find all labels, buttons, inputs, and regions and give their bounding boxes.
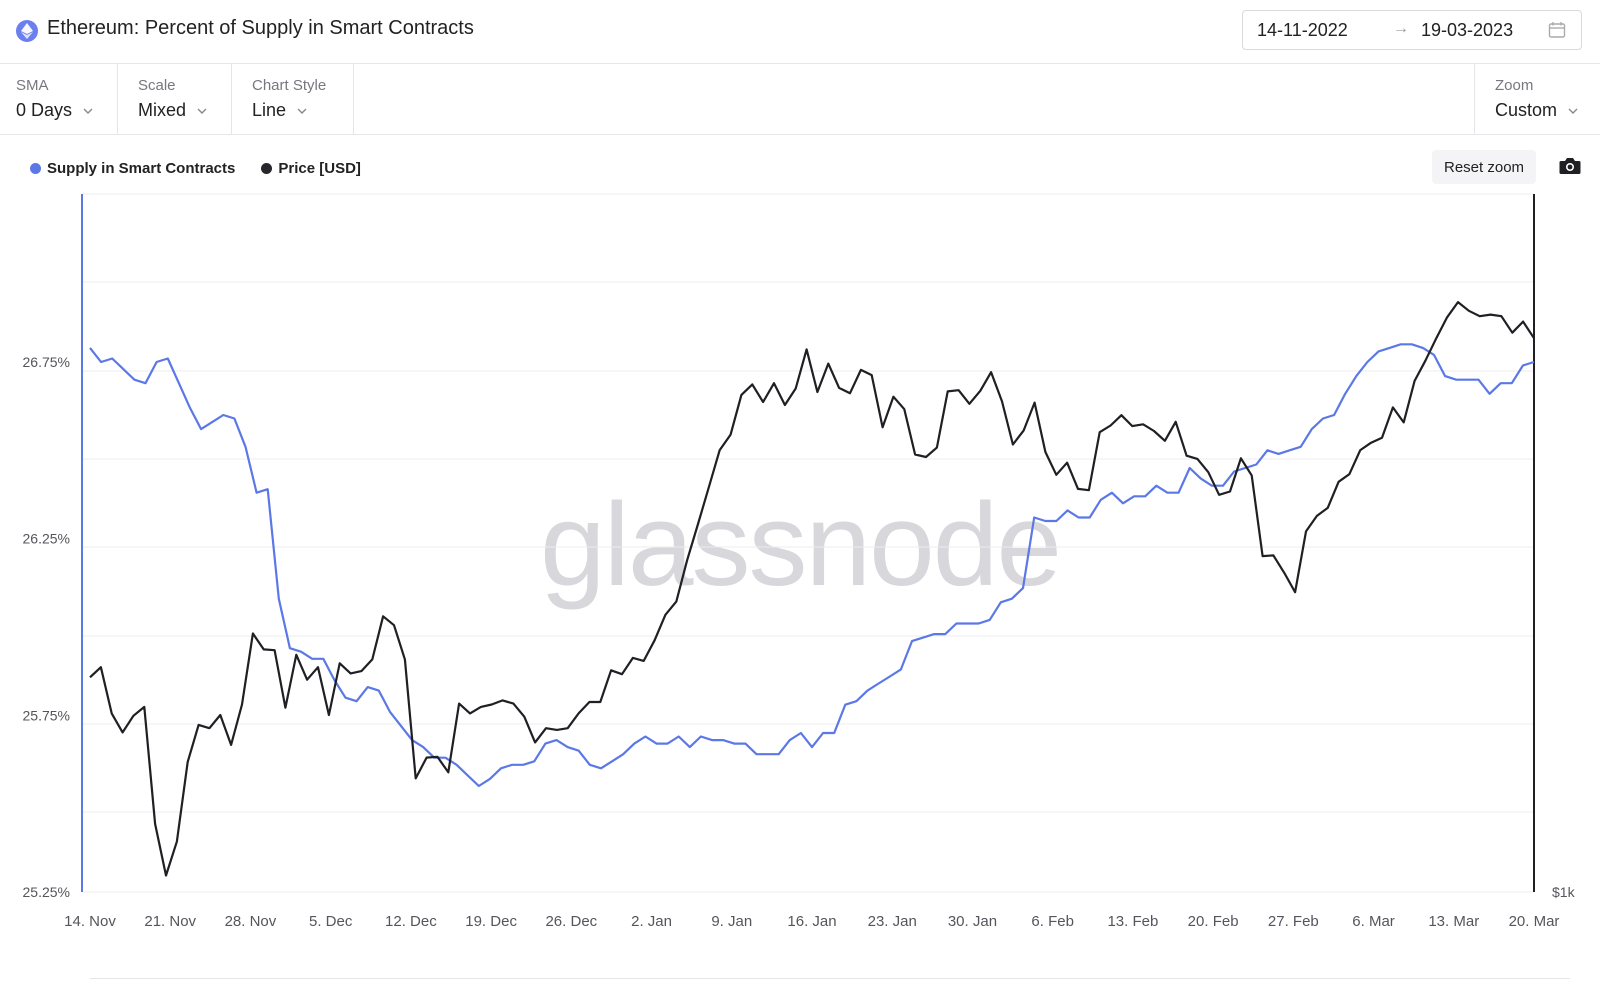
y-tick-label: 26.75%: [23, 354, 70, 370]
sma-label: SMA: [16, 77, 49, 94]
x-tick-label: 20. Mar: [1509, 913, 1560, 930]
sma-value: 0 Days: [16, 100, 73, 120]
x-tick-label: 19. Dec: [465, 913, 517, 930]
x-tick-label: 13. Feb: [1107, 913, 1158, 930]
series-line-price[interactable]: [89, 301, 1535, 877]
x-tick-label: 30. Jan: [948, 913, 997, 930]
x-tick-label: 28. Nov: [225, 913, 277, 930]
date-to-input[interactable]: 19-03-2023: [1421, 20, 1514, 40]
legend-dot-price: [261, 163, 273, 174]
x-axis: 14. Nov 21. Nov 28. Nov 5. Dec 12. Dec 19. De…: [64, 913, 1559, 930]
series-line-supply[interactable]: [89, 343, 1535, 788]
zoom-value: Custom: [1495, 100, 1558, 120]
x-tick-label: 9. Jan: [711, 913, 752, 930]
scale-value: Mixed: [138, 100, 187, 120]
watermark: glassnode: [540, 479, 1060, 611]
x-tick-label: 20. Feb: [1188, 913, 1239, 930]
date-range-picker[interactable]: 14-11-2022 → 19-03-2023: [1242, 10, 1582, 50]
navigator-strip[interactable]: [90, 978, 1570, 987]
chevron-down-icon: [83, 108, 93, 114]
x-tick-label: 27. Feb: [1268, 913, 1319, 930]
chart-style-value: Line: [252, 100, 287, 120]
x-tick-label: 13. Mar: [1428, 913, 1479, 930]
y-tick-label: 25.25%: [23, 884, 70, 900]
chevron-down-icon: [1568, 108, 1578, 114]
x-tick-label: 2. Jan: [631, 913, 672, 930]
line-chart[interactable]: glassnode 25.25% 25.75% 26.25% 26.75% 14. N…: [0, 190, 1600, 950]
date-from-input[interactable]: 14-11-2022: [1257, 20, 1348, 40]
camera-icon[interactable]: [1558, 156, 1582, 181]
zoom-dropdown[interactable]: Zoom Custom: [1474, 64, 1600, 134]
y-tick-label: 26.25%: [23, 531, 70, 547]
legend-dot-supply: [30, 163, 41, 174]
chevron-down-icon: [297, 108, 307, 114]
legend-item-price[interactable]: Price [USD]: [261, 160, 361, 177]
x-tick-label: 26. Dec: [545, 913, 597, 930]
x-tick-label: 5. Dec: [309, 913, 353, 930]
y-axis-right-tick: $1k: [1552, 884, 1576, 900]
x-tick-label: 6. Mar: [1352, 913, 1395, 930]
reset-zoom-button[interactable]: Reset zoom: [1432, 150, 1537, 184]
ethereum-icon: [16, 20, 38, 42]
sma-dropdown[interactable]: SMA 0 Days: [0, 64, 118, 134]
chevron-down-icon: [197, 108, 207, 114]
y-axis-left: 25.25% 25.75% 26.25% 26.75%: [23, 354, 70, 900]
x-tick-label: 21. Nov: [144, 913, 196, 930]
x-tick-label: 12. Dec: [385, 913, 437, 930]
legend-label: Supply in Smart Contracts: [47, 160, 236, 177]
x-tick-label: 16. Jan: [787, 913, 836, 930]
x-tick-label: 14. Nov: [64, 913, 116, 930]
legend-label: Price [USD]: [278, 160, 361, 177]
chart-style-dropdown[interactable]: Chart Style Line: [232, 64, 354, 134]
x-tick-label: 23. Jan: [868, 913, 917, 930]
chart-legend: Supply in Smart Contracts Price [USD]: [30, 160, 361, 177]
page-title: Ethereum: Percent of Supply in Smart Con…: [47, 17, 474, 39]
calendar-icon[interactable]: [1548, 21, 1566, 44]
y-tick-label: 25.75%: [23, 707, 70, 723]
scale-label: Scale: [138, 77, 176, 94]
chart-style-label: Chart Style: [252, 77, 327, 94]
grid: [82, 193, 1534, 893]
zoom-label: Zoom: [1495, 77, 1534, 94]
legend-item-supply[interactable]: Supply in Smart Contracts: [30, 160, 235, 177]
chart-header: Ethereum: Percent of Supply in Smart Con…: [0, 0, 1600, 64]
arrow-right-icon: →: [1393, 20, 1409, 37]
scale-dropdown[interactable]: Scale Mixed: [118, 64, 232, 134]
x-tick-label: 6. Feb: [1031, 913, 1074, 930]
chart-controls: SMA 0 Days Scale Mixed Chart Style Line …: [0, 64, 1600, 135]
